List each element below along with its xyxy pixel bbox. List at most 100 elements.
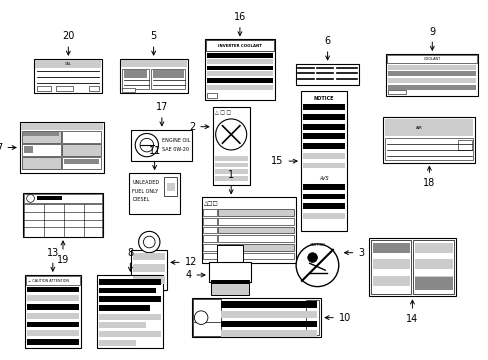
Bar	[203, 235, 216, 242]
Bar	[27, 295, 79, 301]
Text: 17: 17	[155, 102, 168, 126]
Bar	[412, 240, 453, 294]
Bar	[23, 193, 103, 237]
Bar	[385, 138, 472, 159]
Bar	[387, 85, 475, 90]
Text: NOTICE: NOTICE	[313, 96, 333, 101]
Bar	[204, 40, 274, 100]
Bar	[414, 276, 452, 285]
Text: 18: 18	[423, 166, 435, 188]
Bar	[217, 244, 294, 251]
Bar	[302, 163, 344, 168]
Bar	[27, 313, 79, 319]
Bar	[206, 53, 272, 58]
Bar	[22, 144, 61, 156]
Bar	[27, 330, 79, 336]
Bar	[210, 280, 248, 284]
Bar	[62, 131, 101, 143]
Bar	[27, 339, 79, 345]
Bar	[387, 65, 475, 69]
Bar	[206, 78, 272, 83]
Bar	[206, 93, 216, 98]
Bar	[217, 209, 294, 216]
Bar	[27, 304, 79, 310]
Text: DIESEL: DIESEL	[132, 197, 149, 202]
Bar	[21, 123, 103, 130]
Bar	[217, 218, 294, 225]
Bar	[192, 298, 321, 337]
Bar	[203, 218, 216, 225]
Bar	[302, 203, 344, 209]
Bar	[99, 305, 149, 311]
Text: ⚠ CAUTION ATTENTION: ⚠ CAUTION ATTENTION	[28, 279, 68, 283]
Bar	[88, 86, 99, 91]
Bar	[414, 260, 452, 269]
Bar	[217, 226, 294, 233]
Bar	[370, 240, 410, 294]
Bar	[221, 320, 317, 327]
Text: 14: 14	[406, 300, 418, 324]
Bar	[99, 279, 161, 285]
Circle shape	[215, 119, 246, 150]
Bar	[99, 314, 161, 320]
Bar	[62, 144, 101, 156]
Text: △□□: △□□	[203, 201, 218, 205]
Circle shape	[296, 244, 338, 287]
Bar	[123, 71, 146, 78]
Bar	[214, 169, 247, 174]
Bar	[99, 323, 145, 328]
Text: AIR: AIR	[415, 126, 422, 130]
Text: 11: 11	[148, 146, 161, 169]
Bar	[99, 340, 136, 346]
Text: SAE 0W-20: SAE 0W-20	[162, 148, 189, 152]
Bar	[34, 59, 102, 93]
Bar	[208, 262, 250, 282]
Circle shape	[143, 236, 155, 248]
Bar	[385, 119, 472, 136]
Text: 15: 15	[270, 156, 297, 166]
Bar	[167, 183, 175, 191]
Circle shape	[138, 231, 160, 253]
Bar	[210, 280, 248, 295]
Text: FUEL ONLY: FUEL ONLY	[132, 189, 158, 194]
Bar	[205, 40, 273, 51]
Bar	[302, 134, 344, 139]
Bar	[99, 296, 161, 302]
Bar	[206, 71, 272, 76]
Bar	[206, 66, 272, 71]
Bar	[414, 277, 452, 291]
Text: 13: 13	[47, 248, 59, 271]
Bar	[216, 245, 243, 264]
Bar	[164, 177, 177, 197]
Bar	[22, 131, 61, 143]
Bar	[120, 59, 187, 93]
Bar	[386, 54, 477, 96]
Bar	[302, 114, 344, 120]
Bar	[302, 143, 344, 149]
Text: 9: 9	[428, 27, 434, 50]
Bar	[37, 86, 51, 91]
Text: 6: 6	[324, 36, 330, 60]
Bar	[305, 300, 319, 335]
Bar	[23, 131, 59, 136]
Bar	[64, 159, 99, 164]
Circle shape	[135, 134, 158, 157]
Bar	[27, 321, 79, 327]
Bar	[150, 68, 184, 89]
Bar	[457, 140, 470, 150]
Bar	[203, 209, 216, 216]
Text: 10: 10	[325, 312, 350, 323]
Text: AVS: AVS	[318, 176, 328, 181]
Circle shape	[140, 138, 153, 152]
Text: 12: 12	[171, 257, 197, 267]
Bar	[26, 276, 80, 285]
Text: 2: 2	[189, 122, 208, 132]
Bar	[97, 275, 163, 348]
Text: CAL: CAL	[65, 62, 72, 66]
Bar	[152, 71, 183, 78]
Circle shape	[27, 194, 34, 202]
Bar	[214, 163, 247, 167]
Bar	[302, 213, 344, 219]
Bar	[131, 250, 167, 289]
Bar	[133, 264, 165, 272]
